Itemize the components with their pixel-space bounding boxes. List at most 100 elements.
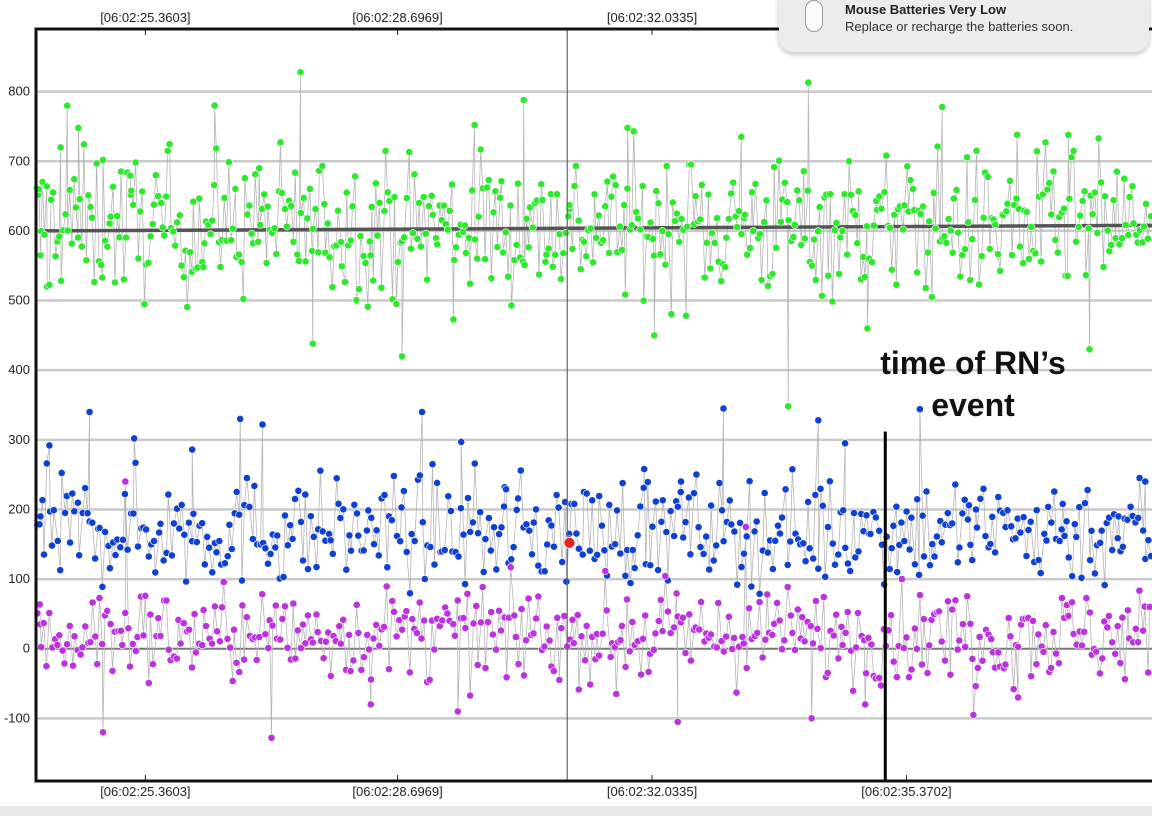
data-point <box>493 243 502 251</box>
data-point <box>68 239 76 248</box>
data-point <box>188 445 197 454</box>
data-point <box>737 230 746 238</box>
data-point <box>1113 622 1122 631</box>
data-point <box>543 540 552 549</box>
data-point <box>966 276 975 284</box>
data-point <box>57 276 65 285</box>
data-point <box>706 264 715 273</box>
data-point <box>560 612 569 620</box>
data-point <box>48 541 56 550</box>
data-point <box>140 300 149 309</box>
data-point <box>670 217 679 225</box>
data-point <box>702 532 711 541</box>
data-point <box>365 237 374 246</box>
data-point <box>98 273 107 282</box>
data-point <box>786 611 795 620</box>
data-point <box>558 558 567 566</box>
data-point <box>623 124 632 132</box>
data-point <box>708 229 716 237</box>
data-point <box>611 181 620 189</box>
data-point <box>190 610 199 618</box>
data-point <box>868 258 876 267</box>
data-point <box>162 596 171 605</box>
data-point <box>763 590 772 599</box>
data-point <box>458 228 467 236</box>
data-point <box>557 624 566 633</box>
data-point <box>1038 190 1047 199</box>
data-point <box>1058 594 1066 602</box>
data-point <box>120 275 128 284</box>
data-point <box>407 244 415 253</box>
data-point <box>495 530 503 539</box>
data-point <box>258 590 267 599</box>
data-point <box>383 188 392 197</box>
data-point <box>306 512 315 521</box>
data-point <box>313 628 322 636</box>
data-point <box>56 566 65 575</box>
data-point <box>1051 235 1060 244</box>
data-point <box>588 496 597 505</box>
data-point <box>430 560 439 569</box>
data-point <box>783 583 792 591</box>
data-point <box>773 599 781 607</box>
data-point <box>238 576 246 585</box>
data-point <box>1027 672 1035 681</box>
data-point <box>453 707 462 716</box>
data-point <box>834 654 843 663</box>
data-point <box>1070 520 1079 529</box>
data-point <box>248 535 257 543</box>
data-point <box>121 490 129 498</box>
data-point <box>935 607 943 616</box>
data-point <box>311 205 320 213</box>
data-point <box>262 259 271 267</box>
data-point <box>123 545 132 554</box>
data-point <box>975 280 983 289</box>
data-point <box>961 245 969 254</box>
data-point <box>639 634 647 643</box>
data-point <box>761 635 770 644</box>
data-point <box>949 194 958 203</box>
data-point <box>1064 612 1073 620</box>
data-point <box>483 183 491 192</box>
data-point <box>169 227 178 236</box>
data-point <box>590 190 599 199</box>
data-point <box>424 202 433 210</box>
data-point <box>392 632 401 641</box>
data-point <box>664 607 672 616</box>
data-point <box>383 563 392 572</box>
data-point <box>473 661 482 669</box>
data-point <box>146 610 155 619</box>
data-point <box>131 647 140 655</box>
data-point <box>661 572 670 580</box>
data-point <box>828 539 837 548</box>
data-point <box>1134 514 1143 522</box>
data-point <box>651 497 660 506</box>
data-point <box>741 523 750 531</box>
data-point <box>666 507 675 515</box>
data-point <box>402 548 411 556</box>
data-point <box>652 187 661 195</box>
data-point <box>334 206 342 215</box>
data-point <box>336 514 345 522</box>
data-point <box>648 522 657 531</box>
data-point <box>70 507 79 516</box>
data-point <box>968 235 977 243</box>
data-point <box>964 218 972 227</box>
data-point <box>180 530 189 539</box>
data-point <box>261 544 270 553</box>
data-point <box>63 640 71 649</box>
data-point <box>142 525 150 534</box>
data-point <box>1036 569 1045 577</box>
data-point <box>971 196 979 204</box>
data-point <box>408 615 417 623</box>
data-point <box>826 477 834 486</box>
data-point <box>1108 638 1117 647</box>
battery-notification[interactable]: Mouse Batteries Very Low Replace or rech… <box>779 0 1149 52</box>
data-point <box>1144 234 1152 243</box>
data-point <box>111 278 119 287</box>
data-point <box>572 529 581 538</box>
data-point <box>297 518 305 526</box>
data-point <box>238 601 247 610</box>
data-point <box>232 658 241 667</box>
top-tick-label: [06:02:25.3603] <box>100 10 190 25</box>
